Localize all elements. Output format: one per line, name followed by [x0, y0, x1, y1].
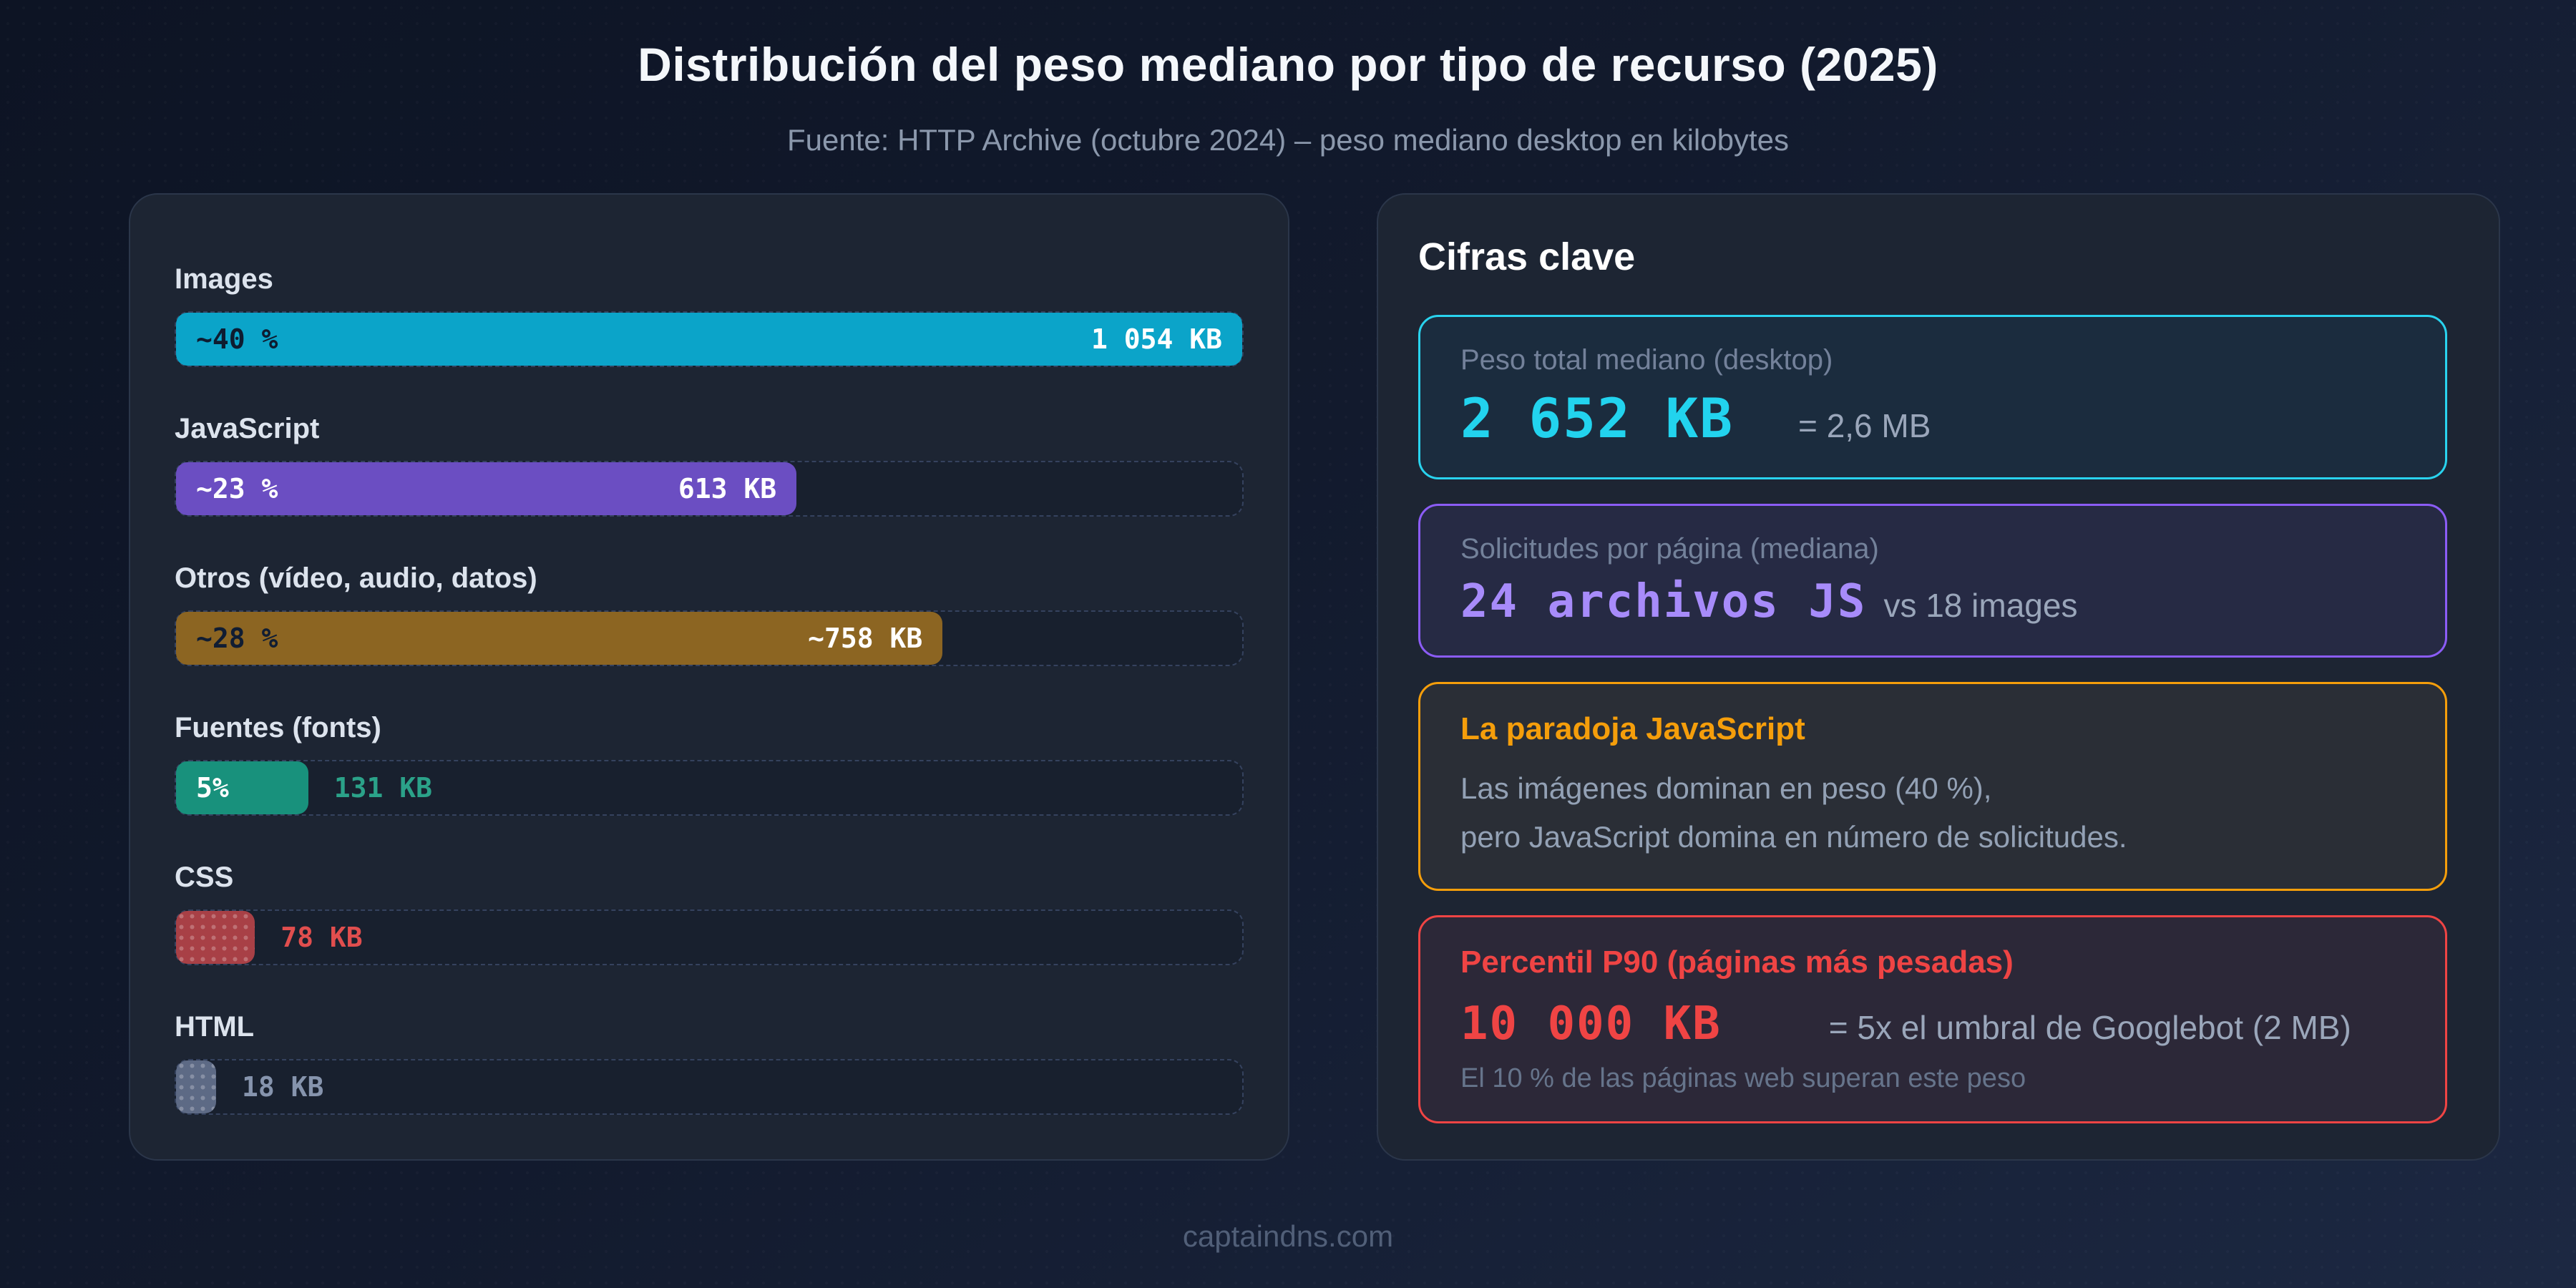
footer-domain: captaindns.com	[1182, 1219, 1394, 1253]
bar-row-images: Images ~40 % 1 054 KB	[175, 263, 1244, 367]
bar-share-label: ~23 %	[196, 473, 278, 504]
bar-outside-value: 18 KB	[242, 1071, 324, 1103]
card-total-weight: Peso total mediano (desktop) 2 652 KB = …	[1418, 315, 2447, 479]
bar-label-javascript: JavaScript	[175, 413, 320, 444]
bar-share-label: ~28 %	[196, 623, 278, 654]
card-text-line: Las imágenes dominan en peso (40 %),	[1460, 771, 1992, 805]
bar-value-label: 1 054 KB	[1091, 323, 1222, 355]
bar-fill-otros: ~28 % ~758 KB	[176, 612, 943, 665]
key-figures-panel: Cifras clave Peso total mediano (desktop…	[1377, 193, 2500, 1161]
resource-bars-panel: Images ~40 % 1 054 KB JavaScript ~23 % 6…	[129, 193, 1289, 1161]
bar-label-html: HTML	[175, 1011, 255, 1043]
bar-track: 18 KB	[175, 1059, 1244, 1115]
bar-fill-css	[176, 911, 255, 964]
bar-track: ~40 % 1 054 KB	[175, 311, 1244, 367]
bar-share-label: 5%	[196, 772, 229, 804]
card-title: Percentil P90 (páginas más pesadas)	[1460, 945, 2014, 980]
bar-track: ~23 % 613 KB	[175, 461, 1244, 517]
card-suffix: = 5x el umbral de Googlebot (2 MB)	[1828, 1009, 2351, 1047]
bar-row-css: CSS 78 KB	[175, 862, 1244, 965]
card-value: 10 000 KB	[1460, 997, 1722, 1051]
card-note: El 10 % de las páginas web superan este …	[1460, 1063, 2026, 1094]
card-suffix: vs 18 images	[1883, 587, 2078, 624]
bar-label-fuentes: Fuentes (fonts)	[175, 712, 381, 743]
card-text-line: pero JavaScript domina en número de soli…	[1460, 820, 2127, 854]
bar-fill-html	[176, 1060, 216, 1113]
bar-share-label: ~40 %	[196, 323, 278, 355]
bar-fill-javascript: ~23 % 613 KB	[176, 462, 797, 515]
bar-outside-value: 78 KB	[280, 922, 363, 953]
bar-label-images: Images	[175, 263, 273, 295]
bar-track: ~28 % ~758 KB	[175, 610, 1244, 666]
bar-value-label: 613 KB	[678, 473, 777, 504]
key-figures-cards: Peso total mediano (desktop) 2 652 KB = …	[1418, 315, 2447, 1124]
key-figures-heading: Cifras clave	[1418, 235, 1636, 278]
card-value: 24 archivos JS	[1460, 575, 1867, 628]
bar-row-html: HTML 18 KB	[175, 1011, 1244, 1115]
card-label: Peso total mediano (desktop)	[1460, 344, 1833, 376]
card-suffix: = 2,6 MB	[1798, 407, 1931, 444]
card-js-paradox: La paradoja JavaScript Las imágenes domi…	[1418, 682, 2447, 892]
card-p90: Percentil P90 (páginas más pesadas) 10 0…	[1418, 915, 2447, 1124]
card-value: 2 652 KB	[1460, 386, 1735, 450]
bar-label-otros: Otros (vídeo, audio, datos)	[175, 562, 537, 594]
card-title: La paradoja JavaScript	[1460, 711, 1805, 746]
card-requests: Solicitudes por página (mediana) 24 arch…	[1418, 504, 2447, 658]
page-title: Distribución del peso mediano por tipo d…	[638, 38, 1938, 91]
bar-label-css: CSS	[175, 862, 234, 893]
card-label: Solicitudes por página (mediana)	[1460, 533, 1879, 565]
bar-fill-images: ~40 % 1 054 KB	[176, 313, 1242, 366]
bar-outside-value: 131 KB	[333, 772, 433, 804]
page-subtitle: Fuente: HTTP Archive (octubre 2024) – pe…	[786, 123, 1789, 157]
bar-track: 78 KB	[175, 909, 1244, 965]
bar-value-label: ~758 KB	[808, 623, 923, 654]
bar-row-otros: Otros (vídeo, audio, datos) ~28 % ~758 K…	[175, 562, 1244, 666]
bar-row-javascript: JavaScript ~23 % 613 KB	[175, 413, 1244, 517]
bar-track: 5% 131 KB	[175, 760, 1244, 816]
bar-row-fuentes: Fuentes (fonts) 5% 131 KB	[175, 712, 1244, 816]
bar-fill-fuentes: 5%	[176, 761, 308, 814]
